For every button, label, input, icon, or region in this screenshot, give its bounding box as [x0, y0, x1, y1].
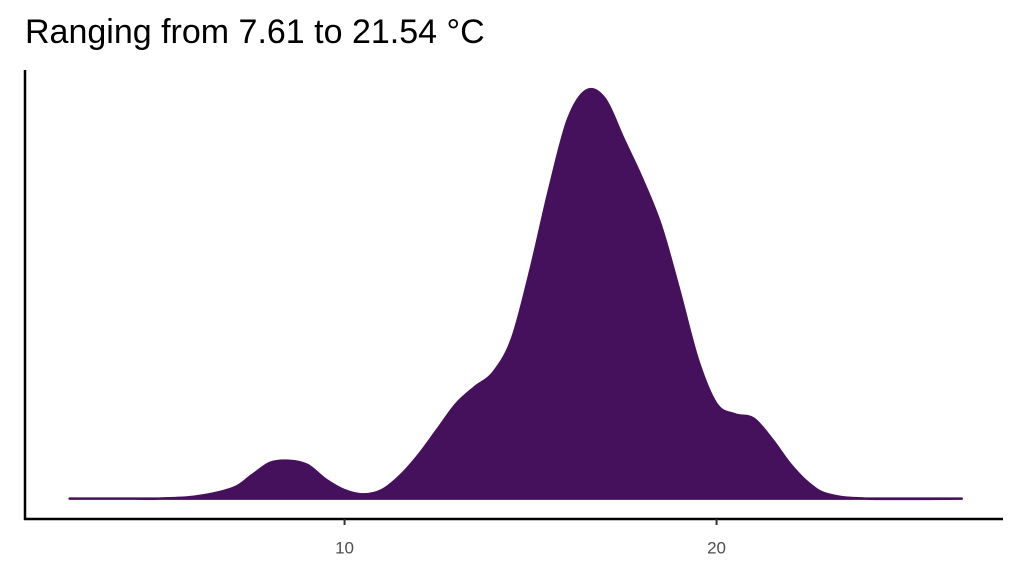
x-tick-label: 20	[707, 538, 726, 557]
chart-title: Ranging from 7.61 to 21.54 °C	[25, 13, 485, 51]
x-tick-label: 10	[335, 538, 354, 557]
density-area	[68, 87, 963, 501]
